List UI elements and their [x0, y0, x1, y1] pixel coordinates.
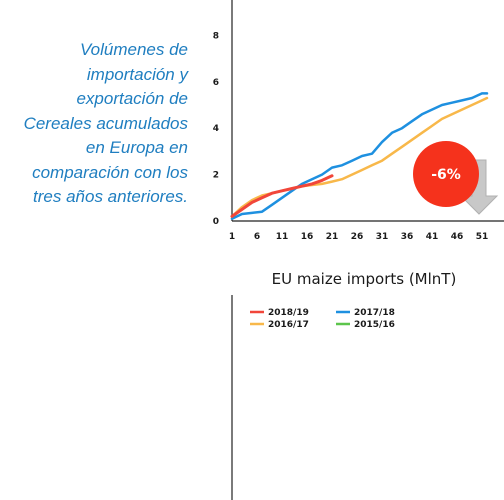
series-line-s1718 — [230, 92, 489, 220]
legend-label: 2016/17 — [268, 320, 309, 330]
x-tick-label: 36 — [401, 232, 414, 242]
x-tick-label: 6 — [254, 232, 260, 242]
change-badge: -6% — [413, 141, 499, 215]
caption: Volúmenes de importación y exportación d… — [0, 38, 188, 210]
x-tick-label: 31 — [376, 232, 389, 242]
eu-maize-imports-chart: EU maize imports (MlnT) 681012141618 201… — [231, 270, 457, 500]
chart-title: EU maize imports (MlnT) — [272, 270, 457, 288]
legend-label: 2015/16 — [354, 320, 395, 330]
x-tick-label: 11 — [276, 232, 289, 242]
legend-label: 2017/18 — [354, 308, 395, 318]
y-tick-label: 0 — [213, 217, 219, 227]
caption-line: importación y — [86, 64, 188, 84]
x-tick-label: 21 — [326, 232, 339, 242]
legend: 2018/19 2017/18 2016/17 2015/16 — [250, 308, 395, 330]
badge-label: -6% — [431, 167, 461, 183]
caption-line: en Europa en — [85, 138, 188, 157]
badge-circle — [413, 141, 479, 207]
y-tick-label: 6 — [213, 78, 219, 88]
y-tick-label: 2 — [213, 171, 219, 181]
series-line-s1819 — [230, 174, 334, 218]
x-tick-label: 51 — [476, 232, 489, 242]
caption-line: comparación con los — [32, 162, 188, 182]
caption-line: Cereales acumulados — [23, 113, 188, 133]
caption-line: tres años anteriores. — [33, 187, 188, 206]
x-tick-label: 16 — [301, 232, 314, 242]
caption-line: Volúmenes de — [79, 40, 188, 59]
x-tick-label: 26 — [351, 232, 364, 242]
x-tick-label: 46 — [451, 232, 464, 242]
chart1-axes — [231, 0, 504, 222]
x-tick-label: 41 — [426, 232, 439, 242]
caption-line: exportación de — [76, 89, 188, 108]
y-tick-label: 4 — [213, 124, 219, 134]
x-tick-label: 1 — [229, 232, 235, 242]
legend-label: 2018/19 — [268, 308, 309, 318]
y-tick-label: 8 — [213, 31, 219, 41]
